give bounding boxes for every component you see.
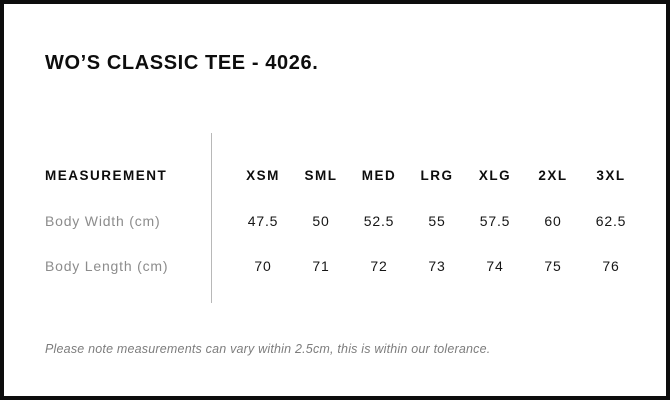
size-table-grid: MEASUREMENT XSM SML MED LRG XLG 2XL 3XL … <box>45 133 640 288</box>
row-label-body-length: Body Length (cm) <box>45 257 169 274</box>
product-title: WO’S CLASSIC TEE - 4026. <box>45 52 319 74</box>
body-width-value-lrg: 55 <box>428 212 446 229</box>
column-header-size-sml: SML <box>304 168 338 183</box>
column-header-size-med: MED <box>361 168 397 183</box>
body-length-value-3xl: 76 <box>602 257 620 274</box>
size-table: MEASUREMENT XSM SML MED LRG XLG 2XL 3XL … <box>45 133 640 303</box>
body-width-value-med: 52.5 <box>363 212 395 229</box>
column-header-size-xlg: XLG <box>478 168 512 183</box>
body-length-value-med: 72 <box>370 257 388 274</box>
body-width-value-xsm: 47.5 <box>247 212 279 229</box>
body-width-value-sml: 50 <box>312 212 330 229</box>
body-length-value-lrg: 73 <box>428 257 446 274</box>
column-header-size-xsm: XSM <box>246 168 280 183</box>
row-label-body-width: Body Width (cm) <box>45 212 161 229</box>
column-header-measurement: MEASUREMENT <box>45 168 168 183</box>
column-header-size-2xl: 2XL <box>538 168 568 183</box>
column-header-size-lrg: LRG <box>420 168 454 183</box>
column-header-size-3xl: 3XL <box>596 168 626 183</box>
body-width-value-2xl: 60 <box>544 212 562 229</box>
tolerance-note: Please note measurements can vary within… <box>45 342 491 356</box>
body-length-value-xlg: 74 <box>486 257 504 274</box>
table-divider <box>211 133 212 303</box>
body-length-value-sml: 71 <box>312 257 330 274</box>
body-width-value-3xl: 62.5 <box>595 212 627 229</box>
body-length-value-2xl: 75 <box>544 257 562 274</box>
body-width-value-xlg: 57.5 <box>479 212 511 229</box>
body-length-value-xsm: 70 <box>254 257 272 274</box>
